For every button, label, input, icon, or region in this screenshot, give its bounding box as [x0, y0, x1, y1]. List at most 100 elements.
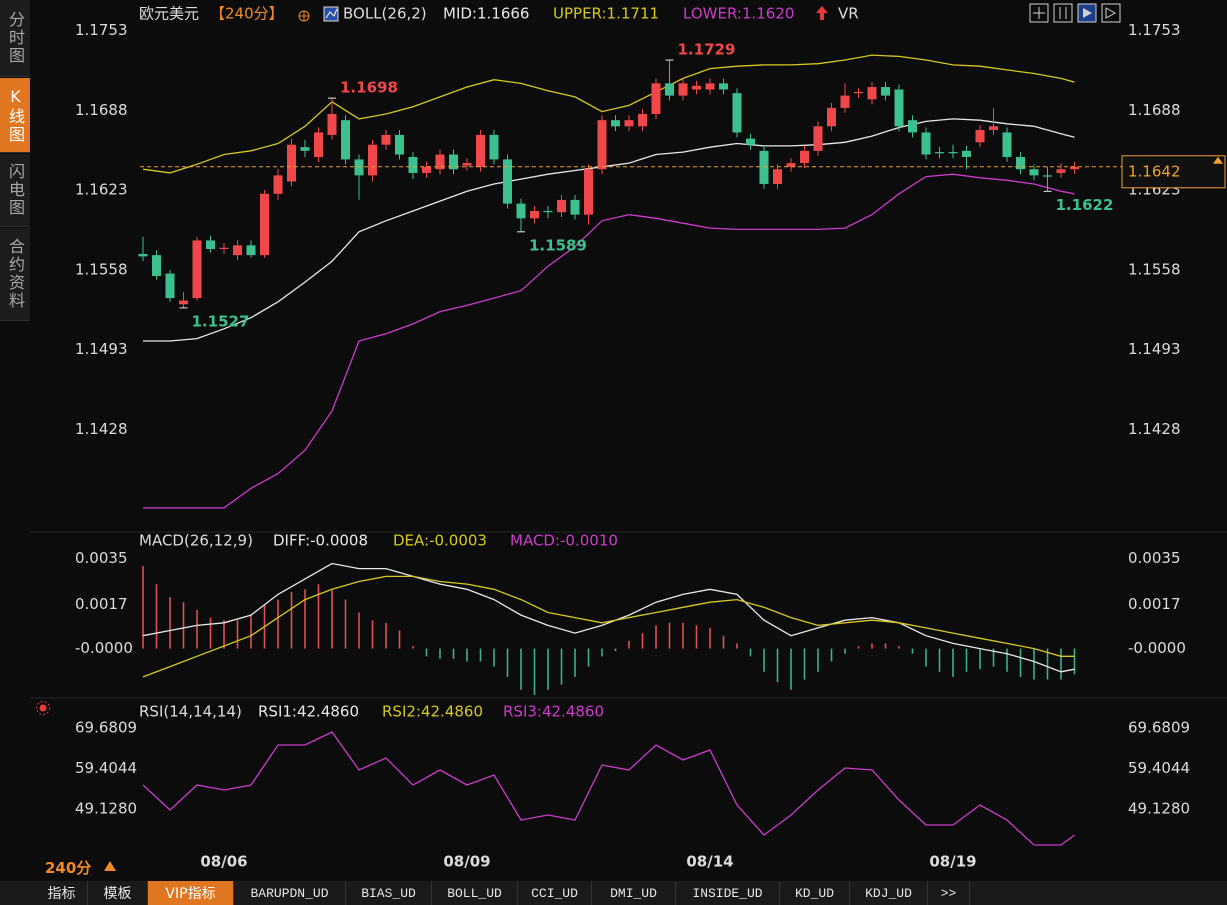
y-tick-label-right: 0.0035 [1128, 549, 1181, 567]
tab[interactable]: >> [928, 881, 970, 905]
candle-body [570, 199, 580, 215]
extreme-label: 1.1527 [192, 312, 250, 330]
candle-body [705, 83, 715, 90]
candle-body [408, 156, 418, 173]
candle-body [192, 240, 202, 299]
candle-body [327, 114, 337, 135]
indicator-icon [325, 8, 338, 19]
y-tick-label: 1.1428 [75, 420, 128, 438]
y-tick-label-right: 1.1493 [1128, 340, 1181, 358]
indicator-icon[interactable] [323, 6, 339, 22]
toolbar-icon [1083, 8, 1092, 18]
y-tick-label: 0.0017 [75, 595, 128, 613]
extreme-label: 1.1698 [340, 79, 398, 97]
candle-body [1002, 132, 1012, 157]
toolbar-icon[interactable] [1053, 3, 1073, 23]
candle-body [138, 253, 148, 257]
extreme-label: 1.1729 [678, 41, 736, 59]
candle-body [597, 120, 607, 170]
toolbar-icon[interactable] [1101, 3, 1121, 23]
sun-icon[interactable] [36, 701, 50, 715]
y-tick-label: 0.0035 [75, 549, 128, 567]
candle-body [948, 152, 958, 154]
y-tick-label-right: -0.0000 [1128, 639, 1186, 657]
legend-label: LOWER:1.1620 [683, 5, 794, 23]
candle-body [260, 193, 269, 256]
candle-body [962, 150, 971, 157]
candle-body [287, 144, 296, 182]
candle-body [543, 210, 553, 213]
candle-body [692, 85, 701, 90]
sidebar-tab-active[interactable]: K线图 [0, 78, 30, 153]
macd-line [142, 575, 1075, 678]
tab[interactable]: CCI_UD [518, 881, 592, 905]
candle-body [975, 129, 985, 143]
candle-body [341, 120, 350, 160]
legend-label: RSI1:42.4860 [258, 703, 359, 721]
tab[interactable]: BIAS_UD [346, 881, 432, 905]
y-tick-label-right: 1.1688 [1128, 101, 1181, 119]
candle-body [1043, 175, 1052, 177]
period-arrow[interactable] [104, 861, 116, 871]
sidebar-tab[interactable]: 闪电图 [0, 154, 30, 227]
symbol: 欧元美元 [139, 5, 199, 23]
tab[interactable]: BARUPDN_UD [234, 881, 346, 905]
candle-body [665, 83, 674, 96]
toolbar-icon[interactable] [1029, 3, 1049, 23]
period-label[interactable]: 【240分】 [210, 5, 284, 23]
arrow-icon[interactable] [816, 6, 828, 20]
tab[interactable]: KDJ_UD [850, 881, 928, 905]
candle-body [476, 134, 485, 167]
tab-active[interactable]: VIP指标 [148, 881, 234, 905]
candle-body [894, 89, 904, 127]
candle-body [530, 210, 539, 219]
candle-body [1016, 156, 1025, 170]
extreme-label: 1.1622 [1056, 196, 1114, 214]
indicator-tab-bar: 指标 模板 VIP指标 BARUPDN_UD BIAS_UD BOLL_UD C… [0, 881, 1227, 905]
candle-body [1070, 166, 1079, 170]
candle-body [719, 83, 728, 90]
candle-body [395, 134, 404, 155]
sun-icon-rays [36, 701, 50, 715]
candle-body [462, 163, 472, 166]
candle-body [678, 83, 688, 96]
x-tick-label: 08/06 [200, 853, 247, 871]
x-tick-label: 08/09 [443, 853, 490, 871]
candle-body [759, 150, 769, 184]
sidebar-tab[interactable]: 分时图 [0, 0, 30, 77]
band-line [143, 173, 1075, 509]
candle-body [854, 91, 863, 94]
y-tick-label: -0.0000 [75, 639, 133, 657]
candle-body [503, 159, 512, 204]
indicator-name: BOLL(26,2) [343, 5, 427, 23]
tab[interactable]: BOLL_UD [432, 881, 518, 905]
sun-icon-core [39, 704, 47, 712]
band-line [142, 54, 1075, 174]
candle-body [516, 203, 526, 219]
tab[interactable]: DMI_UD [592, 881, 676, 905]
candle-body [381, 134, 391, 145]
candle-body [611, 120, 620, 127]
candle-body [1056, 169, 1066, 173]
candle-body [246, 245, 256, 256]
legend-label: DEA:-0.0003 [393, 532, 487, 550]
tab[interactable]: INSIDE_UD [676, 881, 780, 905]
tab[interactable]: 指标 [36, 881, 88, 905]
candle-body [921, 132, 931, 155]
tab[interactable]: 模板 [88, 881, 148, 905]
candle-body [206, 240, 215, 250]
y-tick-label: 59.4044 [75, 759, 137, 777]
candle-body [786, 163, 796, 167]
y-tick-label: 1.1753 [75, 21, 128, 39]
period-selector[interactable]: 240分 [45, 859, 92, 877]
y-tick-label: 69.6809 [75, 719, 137, 737]
y-tick-label-right: 1.1558 [1128, 260, 1181, 278]
candle-body [1029, 169, 1039, 176]
candle-body [800, 150, 809, 164]
legend-label: RSI2:42.4860 [382, 703, 483, 721]
sidebar-tab[interactable]: 合约资料 [0, 228, 30, 321]
tab[interactable]: KD_UD [780, 881, 850, 905]
candle-body [989, 126, 998, 130]
y-tick-label: 1.1688 [75, 101, 128, 119]
chart-background [30, 0, 1227, 881]
